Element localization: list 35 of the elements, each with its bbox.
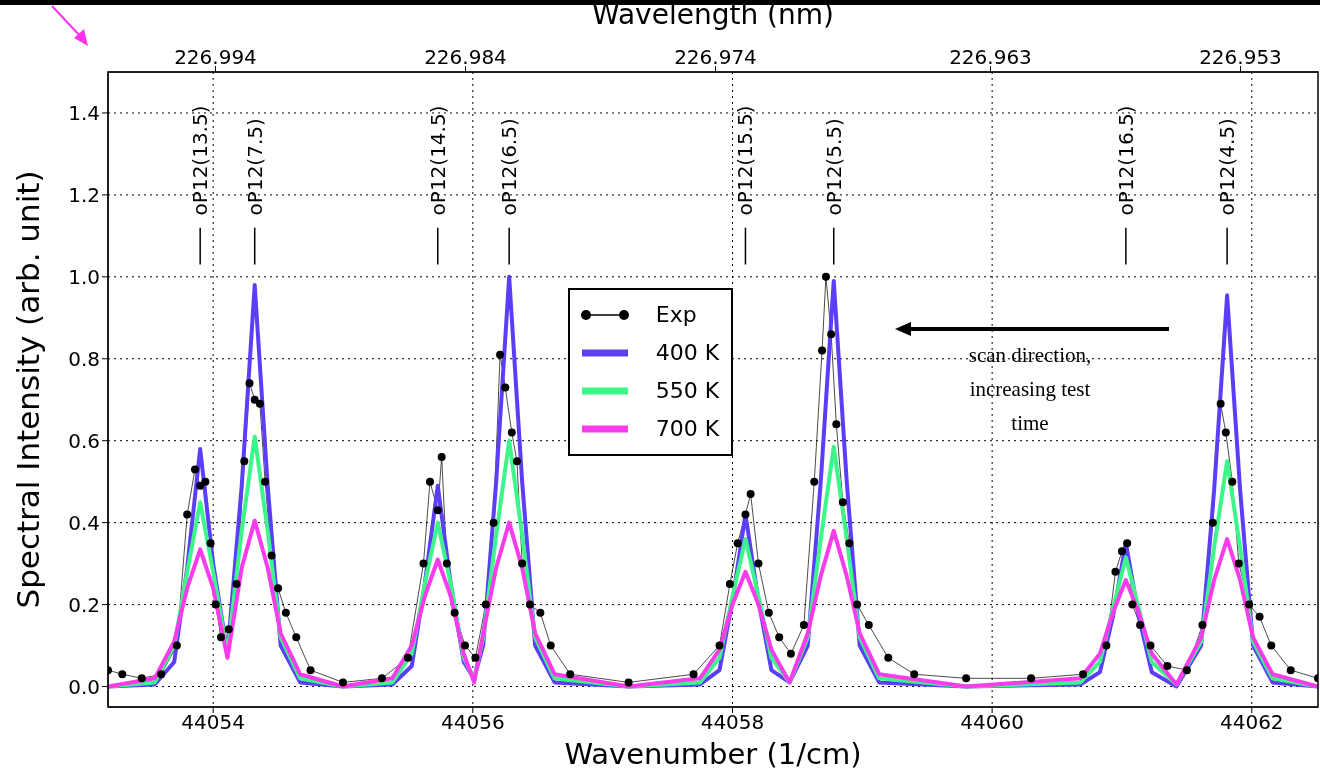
legend-label: 550 K bbox=[655, 378, 720, 404]
annotation: oP12(6.5) bbox=[497, 118, 522, 216]
annotation: oP12(7.5) bbox=[242, 118, 267, 216]
y-tick-label: 1.2 bbox=[68, 183, 100, 207]
annotation: oP12(4.5) bbox=[1215, 118, 1240, 216]
annotation: oP12(15.5) bbox=[733, 105, 758, 216]
legend-label: 700 K bbox=[655, 416, 720, 442]
annotation: oP12(14.5) bbox=[425, 105, 450, 216]
y-tick-label: 0.8 bbox=[68, 346, 100, 371]
x-tick-label: 44056 bbox=[441, 710, 505, 735]
x-axis-title: Wavenumber (1/cm) bbox=[564, 737, 862, 771]
y-tick-label: 0.4 bbox=[68, 510, 100, 535]
x2-tick-label: 226.953 bbox=[1199, 45, 1282, 69]
x-tick-label: 44054 bbox=[181, 710, 245, 735]
legend-label: Exp bbox=[655, 302, 697, 328]
y-axis-title: Spectral Intensity (arb. unit) bbox=[10, 170, 47, 609]
y-tick-label: 1.4 bbox=[68, 101, 100, 126]
annotation: oP12(16.5) bbox=[1113, 105, 1138, 216]
x-tick-label: 44060 bbox=[960, 710, 1024, 735]
annotation: oP12(13.5) bbox=[188, 105, 213, 216]
x2-tick-label: 226.974 bbox=[674, 45, 757, 69]
x-tick-label: 44058 bbox=[700, 710, 765, 735]
y-tick-label: 0.0 bbox=[68, 674, 100, 699]
line-series bbox=[108, 518, 1318, 689]
y-tick-label: 0.6 bbox=[68, 428, 100, 453]
y-tick-label: 0.2 bbox=[68, 592, 100, 617]
x2-axis-title: Wavelength (nm) bbox=[592, 0, 834, 31]
x2-tick-label: 226.984 bbox=[424, 45, 507, 69]
x2-tick-label: 226.994 bbox=[174, 45, 257, 69]
y-tick-label: 1.0 bbox=[68, 264, 100, 289]
x-tick-label: 44062 bbox=[1219, 710, 1284, 735]
x2-tick-label: 226.963 bbox=[949, 45, 1032, 69]
annotation: oP12(5.5) bbox=[821, 118, 846, 216]
annotation: scan direction, increasing test time bbox=[967, 342, 1093, 437]
legend-label: 400 K bbox=[655, 340, 720, 366]
